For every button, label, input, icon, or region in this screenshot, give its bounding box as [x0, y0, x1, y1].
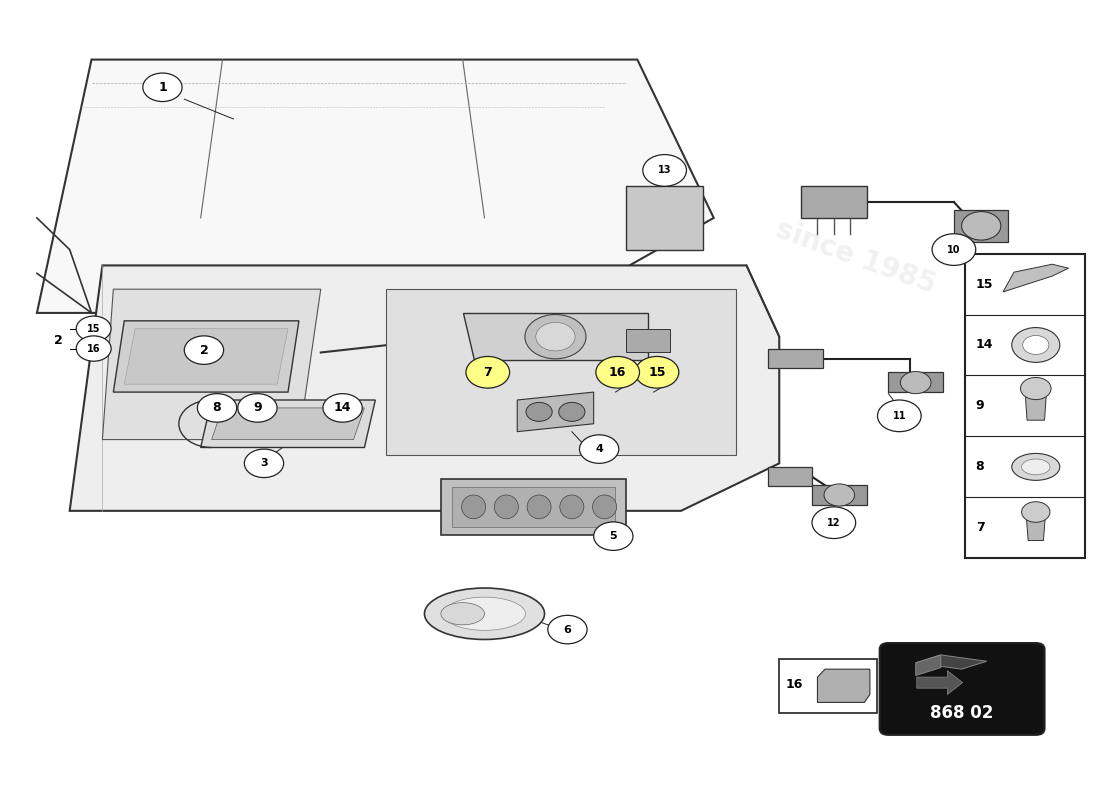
Polygon shape	[517, 392, 594, 432]
Circle shape	[548, 615, 587, 644]
Text: 16: 16	[609, 366, 626, 378]
Polygon shape	[386, 289, 736, 455]
Text: since 1985: since 1985	[772, 215, 939, 299]
Circle shape	[536, 322, 575, 351]
Polygon shape	[441, 479, 626, 534]
Text: 5: 5	[609, 531, 617, 541]
Polygon shape	[768, 467, 812, 486]
FancyBboxPatch shape	[965, 254, 1085, 558]
Circle shape	[635, 357, 679, 388]
Circle shape	[76, 336, 111, 362]
Text: 868 02: 868 02	[930, 705, 993, 722]
Circle shape	[526, 402, 552, 422]
Circle shape	[238, 394, 277, 422]
Ellipse shape	[560, 495, 584, 518]
Polygon shape	[1003, 264, 1068, 292]
Text: 14: 14	[976, 338, 993, 351]
Ellipse shape	[527, 495, 551, 518]
Polygon shape	[452, 487, 616, 526]
Polygon shape	[801, 186, 867, 218]
Ellipse shape	[425, 588, 544, 639]
Circle shape	[580, 435, 619, 463]
Text: 16: 16	[785, 678, 803, 691]
Text: 2: 2	[199, 344, 208, 357]
Polygon shape	[916, 670, 962, 694]
Polygon shape	[113, 321, 299, 392]
Polygon shape	[889, 372, 943, 392]
Polygon shape	[37, 59, 714, 313]
Polygon shape	[211, 408, 364, 439]
Text: a passion for parts since 1985: a passion for parts since 1985	[274, 443, 542, 531]
Polygon shape	[915, 655, 940, 675]
FancyBboxPatch shape	[880, 643, 1045, 735]
Text: 9: 9	[976, 399, 984, 413]
Ellipse shape	[443, 597, 526, 630]
Polygon shape	[768, 349, 823, 368]
Text: 1: 1	[158, 81, 167, 94]
Polygon shape	[915, 655, 987, 669]
Text: eurocarparts: eurocarparts	[196, 318, 620, 482]
Text: 8: 8	[976, 460, 984, 474]
Circle shape	[812, 507, 856, 538]
Text: 12: 12	[827, 518, 840, 528]
Polygon shape	[817, 669, 870, 702]
Polygon shape	[124, 329, 288, 384]
Circle shape	[824, 484, 855, 506]
Text: 16: 16	[87, 343, 100, 354]
Ellipse shape	[441, 602, 484, 625]
Circle shape	[143, 73, 183, 102]
Ellipse shape	[462, 495, 485, 518]
Circle shape	[878, 400, 921, 432]
Text: 8: 8	[212, 402, 221, 414]
Polygon shape	[1026, 512, 1046, 541]
Polygon shape	[812, 485, 867, 505]
Ellipse shape	[494, 495, 518, 518]
Ellipse shape	[593, 495, 617, 518]
Text: 9: 9	[253, 402, 262, 414]
Circle shape	[323, 394, 362, 422]
Polygon shape	[463, 313, 648, 361]
Polygon shape	[1025, 389, 1047, 420]
Circle shape	[244, 449, 284, 478]
Text: 14: 14	[333, 402, 351, 414]
Circle shape	[596, 357, 639, 388]
FancyBboxPatch shape	[779, 659, 878, 713]
Circle shape	[76, 316, 111, 342]
Text: 15: 15	[648, 366, 666, 378]
Polygon shape	[102, 289, 321, 439]
Circle shape	[1021, 378, 1052, 400]
Text: 4: 4	[595, 444, 603, 454]
Ellipse shape	[1022, 459, 1050, 475]
Polygon shape	[69, 266, 779, 511]
Circle shape	[185, 336, 223, 364]
Text: 15: 15	[976, 278, 993, 290]
Circle shape	[901, 371, 931, 394]
Polygon shape	[200, 400, 375, 447]
Ellipse shape	[1012, 454, 1059, 480]
Polygon shape	[954, 210, 1009, 242]
Text: 7: 7	[976, 522, 984, 534]
Text: 10: 10	[947, 245, 960, 254]
Text: 6: 6	[563, 625, 571, 634]
Polygon shape	[626, 329, 670, 353]
Text: 11: 11	[892, 411, 906, 421]
Text: 3: 3	[261, 458, 267, 468]
Circle shape	[961, 211, 1001, 240]
Text: 15: 15	[87, 324, 100, 334]
Circle shape	[642, 154, 686, 186]
Circle shape	[1012, 327, 1059, 362]
Text: 7: 7	[483, 366, 492, 378]
Circle shape	[559, 402, 585, 422]
Text: 13: 13	[658, 166, 671, 175]
Circle shape	[525, 314, 586, 359]
Circle shape	[594, 522, 632, 550]
Circle shape	[1023, 335, 1049, 354]
Text: 2: 2	[54, 334, 63, 347]
Circle shape	[466, 357, 509, 388]
Polygon shape	[626, 186, 703, 250]
Circle shape	[197, 394, 236, 422]
Circle shape	[932, 234, 976, 266]
Circle shape	[1022, 502, 1050, 522]
